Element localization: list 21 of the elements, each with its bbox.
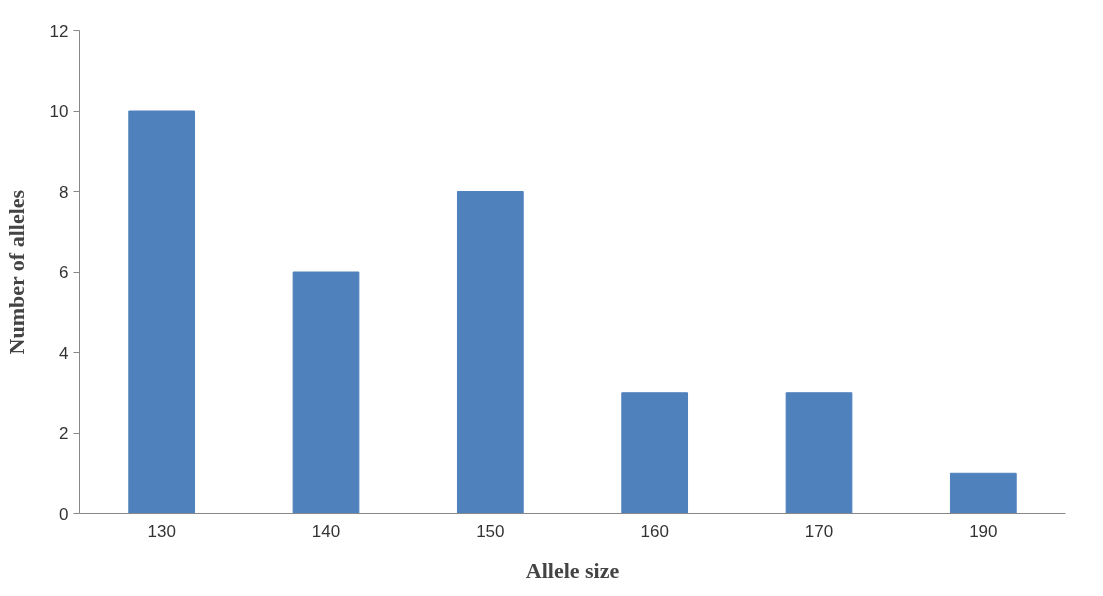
bar — [621, 392, 689, 514]
x-tick-label: 130 — [147, 521, 176, 541]
bar — [949, 472, 1017, 514]
x-tick-label: 160 — [640, 521, 669, 541]
y-tick-label: 12 — [49, 21, 69, 41]
x-tick-label: 170 — [804, 521, 834, 541]
x-tick-label: 150 — [476, 521, 505, 541]
y-tick-label: 10 — [49, 102, 69, 121]
x-tick-label: 190 — [969, 521, 998, 541]
bar — [456, 191, 524, 514]
y-tick-label: 6 — [59, 263, 69, 282]
x-tick-label: 140 — [311, 521, 341, 541]
y-tick-label: 0 — [59, 504, 69, 524]
bar — [292, 271, 360, 514]
y-tick-label: 8 — [59, 182, 69, 202]
x-axis-title: Allele size — [525, 557, 620, 583]
bar — [128, 110, 196, 514]
y-tick-label: 4 — [59, 343, 69, 363]
bar — [785, 392, 853, 514]
y-axis-title: Number of alleles — [3, 189, 29, 355]
y-tick-label: 2 — [59, 424, 69, 443]
